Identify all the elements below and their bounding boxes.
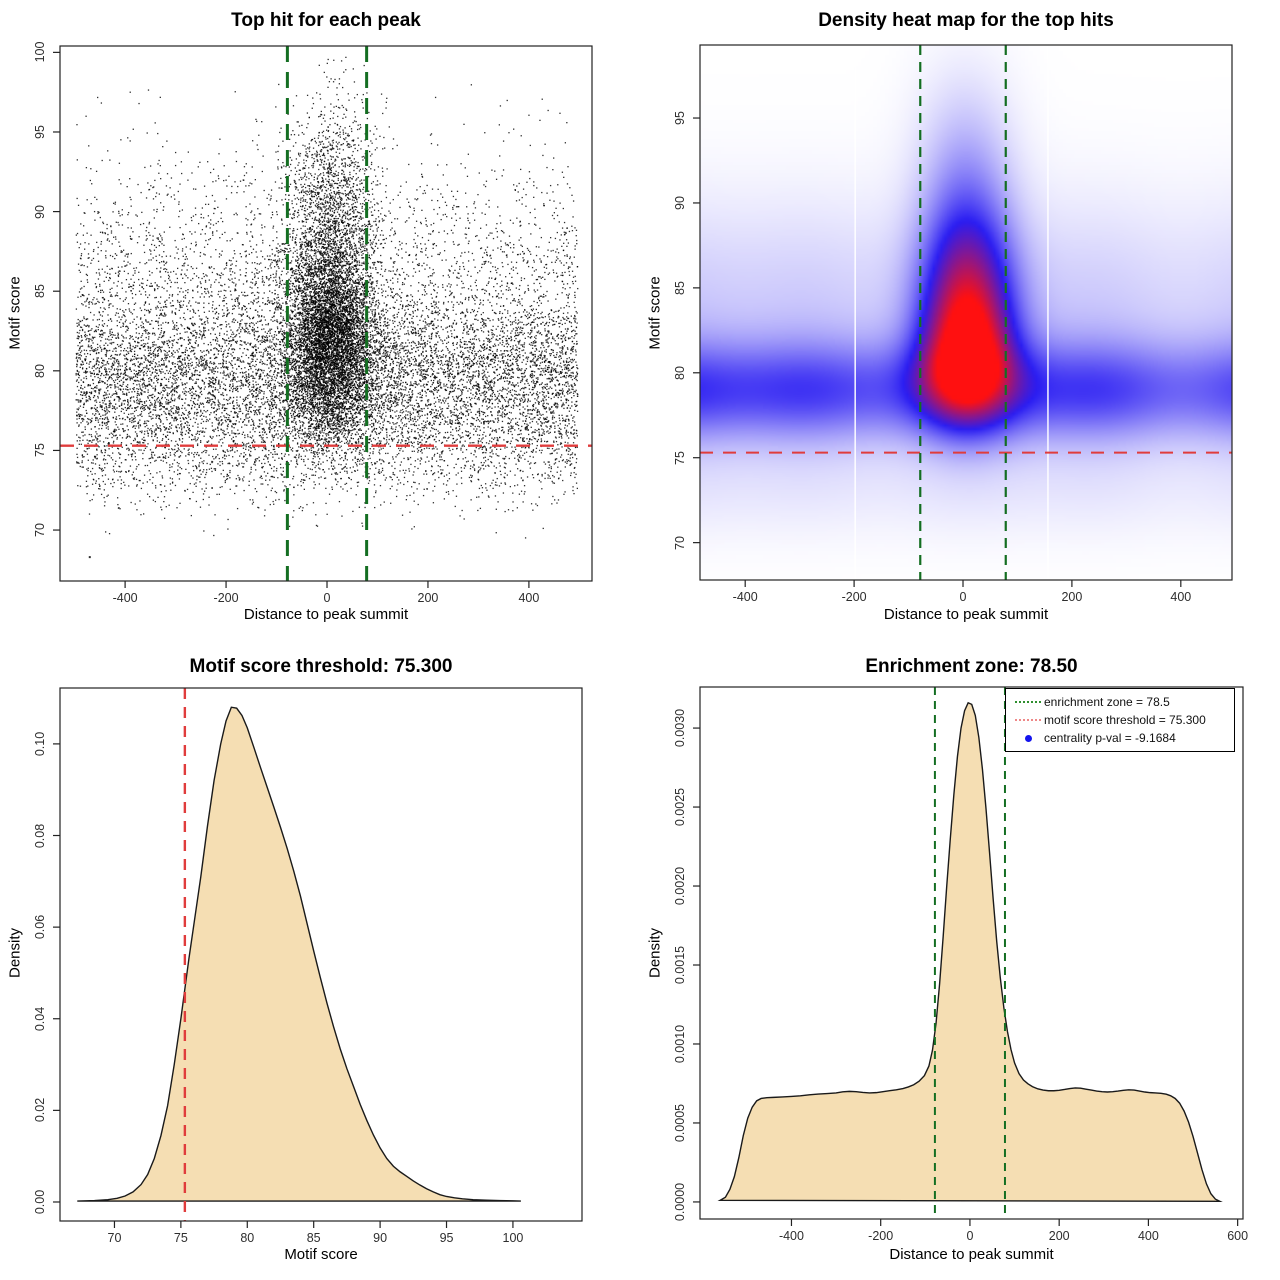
y-tick-label: 0.04 — [33, 1006, 47, 1031]
x-tick-label: 600 — [1227, 1229, 1249, 1243]
y-tick-label: 0.0030 — [673, 708, 687, 748]
panel-title: Motif score threshold: 75.300 — [189, 656, 453, 677]
y-tick-label: 0.0025 — [673, 787, 687, 827]
legend-label: motif score threshold = 75.300 — [1044, 713, 1206, 727]
legend-item-centrality-pval: centrality p-val = -9.1684 — [1012, 730, 1230, 746]
y-tick-label: 80 — [33, 363, 47, 378]
x-tick-label: 200 — [417, 591, 439, 605]
x-tick-label: -400 — [732, 590, 758, 604]
y-tick-label: 0.0000 — [673, 1182, 687, 1222]
legend-item-enrichment-zone: enrichment zone = 78.5 — [1012, 694, 1230, 710]
y-tick-label: 70 — [33, 523, 47, 537]
panel-density-heatmap: Density heat map for the top hits Distan… — [640, 0, 1280, 640]
x-tick-label: -400 — [778, 1229, 804, 1243]
x-tick-label: 80 — [240, 1231, 255, 1245]
panel-title: Top hit for each peak — [231, 10, 421, 31]
enrichment-zone-line-icon — [1015, 701, 1041, 703]
x-tick-label: 0 — [959, 590, 967, 604]
y-tick-label: 0.00 — [33, 1189, 47, 1215]
x-tick-label: 100 — [502, 1231, 524, 1245]
legend-symbol-wrap — [1012, 701, 1044, 703]
y-tick-label: 75 — [33, 443, 47, 458]
y-tick-label: 0.0015 — [673, 945, 687, 985]
y-tick-label: 75 — [673, 450, 687, 465]
x-axis-label: Motif score — [284, 1246, 358, 1263]
legend-label: centrality p-val = -9.1684 — [1044, 731, 1176, 745]
y-axis-label: Motif score — [646, 276, 664, 350]
y-tick-label: 95 — [673, 111, 687, 125]
y-tick-label: 95 — [33, 125, 47, 139]
x-tick-label: 200 — [1061, 590, 1083, 604]
scatter-plot-canvas — [0, 0, 640, 640]
y-tick-label: 0.10 — [33, 731, 47, 757]
x-tick-label: -200 — [213, 591, 239, 605]
plot-legend: enrichment zone = 78.5 motif score thres… — [1005, 688, 1235, 752]
panel-distance-density: Enrichment zone: 78.50 Distance to peak … — [640, 640, 1280, 1280]
y-axis-label: Motif score — [6, 276, 24, 350]
y-axis-label: Density — [6, 927, 24, 979]
x-axis-label: Distance to peak summit — [889, 1246, 1054, 1263]
panel-top-hit-scatter: Top hit for each peak Distance to peak s… — [0, 0, 640, 640]
y-tick-label: 0.02 — [33, 1098, 47, 1123]
x-tick-label: 400 — [1137, 1229, 1159, 1243]
x-tick-label: -400 — [112, 591, 138, 605]
legend-symbol-wrap — [1012, 734, 1044, 742]
x-tick-label: 75 — [173, 1231, 188, 1245]
legend-item-motif-threshold: motif score threshold = 75.300 — [1012, 712, 1230, 728]
y-tick-label: 80 — [673, 365, 687, 380]
x-tick-label: 85 — [306, 1231, 321, 1245]
panel-title: Enrichment zone: 78.50 — [865, 656, 1078, 677]
x-tick-label: 0 — [966, 1229, 974, 1243]
motif-threshold-line-icon — [1015, 719, 1041, 721]
panel-motif-score-density: Motif score threshold: 75.300 Motif scor… — [0, 640, 640, 1280]
y-tick-label: 0.0020 — [673, 866, 687, 906]
x-tick-label: 95 — [439, 1231, 454, 1245]
x-axis-label: Distance to peak summit — [883, 606, 1049, 623]
x-tick-label: -200 — [868, 1229, 894, 1243]
legend-symbol-wrap — [1012, 719, 1044, 721]
y-tick-label: 100 — [33, 41, 47, 63]
x-tick-label: 70 — [107, 1231, 122, 1245]
x-tick-label: 0 — [323, 591, 331, 605]
y-tick-label: 85 — [673, 280, 687, 295]
x-tick-label: 400 — [518, 591, 540, 605]
y-tick-label: 0.0010 — [673, 1024, 687, 1064]
y-tick-label: 90 — [673, 195, 687, 210]
y-tick-label: 90 — [33, 204, 47, 219]
x-tick-label: -200 — [841, 590, 867, 604]
y-tick-label: 0.0005 — [673, 1103, 687, 1143]
y-axis-label: Density — [646, 927, 664, 979]
panel-title: Density heat map for the top hits — [818, 10, 1114, 31]
x-axis-label: Distance to peak summit — [243, 606, 409, 623]
legend-label: enrichment zone = 78.5 — [1044, 695, 1170, 709]
y-tick-label: 85 — [33, 284, 47, 299]
x-tick-label: 200 — [1048, 1229, 1070, 1243]
heatmap-canvas — [640, 0, 1280, 640]
y-tick-label: 0.06 — [33, 914, 47, 940]
x-tick-label: 90 — [373, 1231, 388, 1245]
score-density-canvas — [0, 640, 640, 1280]
y-tick-label: 70 — [673, 535, 687, 550]
y-tick-label: 0.08 — [33, 823, 47, 848]
x-tick-label: 400 — [1170, 590, 1192, 604]
centrality-pval-dot-icon — [1024, 734, 1032, 742]
